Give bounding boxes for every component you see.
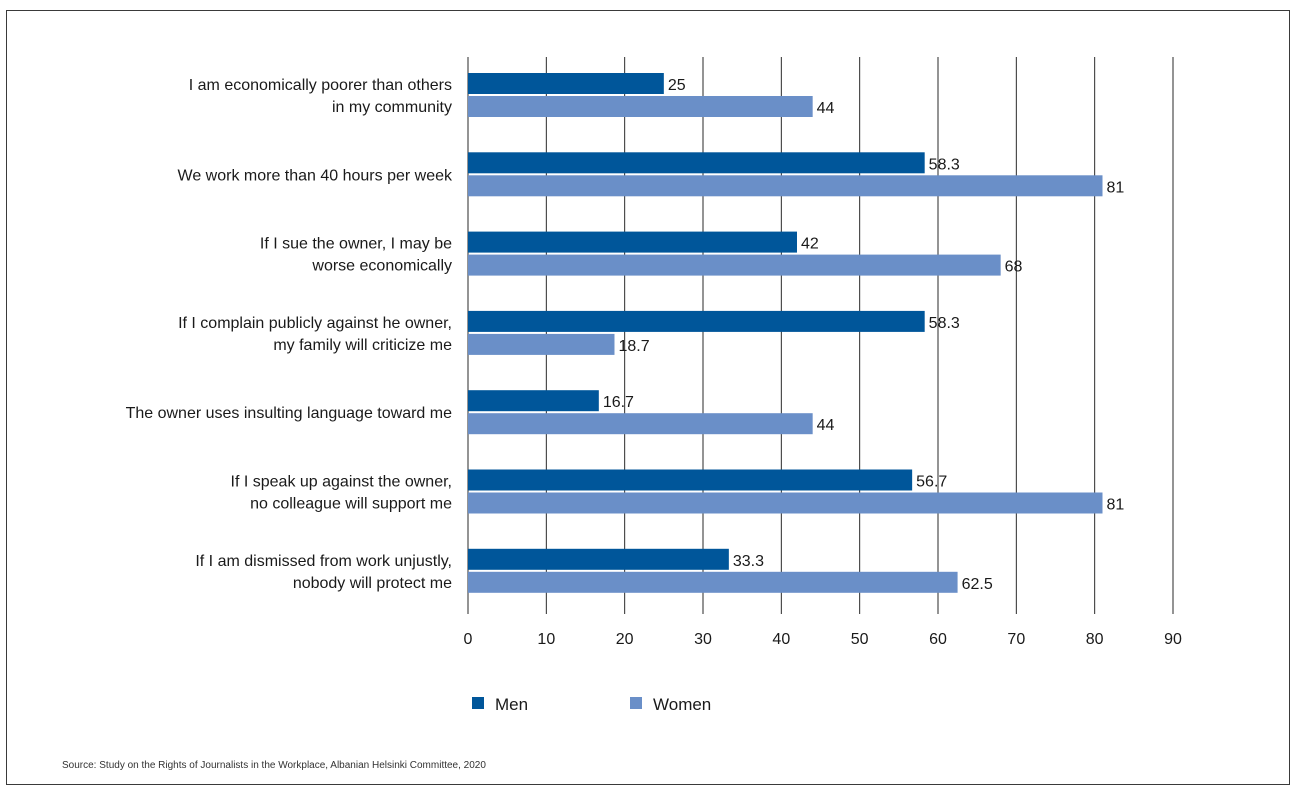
data-label-men-6: 33.3 xyxy=(733,553,764,570)
category-label-0: I am economically poorer than others in m… xyxy=(189,77,452,116)
bar-women-1 xyxy=(468,175,1103,197)
x-tick-label-80: 80 xyxy=(1086,631,1104,648)
category-label-4: The owner uses insulting language toward… xyxy=(126,405,453,422)
data-label-women-6: 62.5 xyxy=(962,576,993,593)
category-label-line: nobody will protect me xyxy=(293,575,452,592)
x-tick-label-70: 70 xyxy=(1007,631,1025,648)
bar-women-2 xyxy=(468,254,1001,276)
legend-swatch-women xyxy=(630,697,642,709)
data-label-men-5: 56.7 xyxy=(916,474,947,491)
bar-men-5 xyxy=(468,469,913,491)
x-tick-label-60: 60 xyxy=(929,631,947,648)
data-label-men-1: 58.3 xyxy=(929,156,960,173)
category-label-2: If I sue the owner, I may be worse econom… xyxy=(260,236,452,275)
data-label-men-2: 42 xyxy=(801,236,819,253)
x-tick-label-30: 30 xyxy=(694,631,712,648)
category-label-line: my family will criticize me xyxy=(273,337,452,354)
category-label-line: The owner uses insulting language toward… xyxy=(126,405,453,422)
data-label-women-5: 81 xyxy=(1107,497,1125,514)
category-label-1: We work more than 40 hours per week xyxy=(178,167,454,184)
category-label-line: If I speak up against the owner, xyxy=(231,474,452,491)
bar-men-1 xyxy=(468,152,925,174)
category-label-line: If I sue the owner, I may be xyxy=(260,236,452,253)
data-label-women-1: 81 xyxy=(1107,179,1125,196)
x-tick-label-0: 0 xyxy=(464,631,473,648)
data-label-women-0: 44 xyxy=(817,100,835,117)
category-label-line: in my community xyxy=(332,99,452,116)
x-tick-label-90: 90 xyxy=(1164,631,1182,648)
chart-frame xyxy=(6,10,1290,785)
bar-women-3 xyxy=(468,333,615,355)
bar-women-4 xyxy=(468,413,813,435)
data-label-men-0: 25 xyxy=(668,77,686,94)
data-label-women-2: 68 xyxy=(1005,259,1023,276)
x-tick-label-10: 10 xyxy=(537,631,555,648)
legend-swatch-men xyxy=(472,697,484,709)
category-label-line: no colleague will support me xyxy=(250,496,452,513)
category-label-3: If I complain publicly against he owner,… xyxy=(178,315,452,354)
bar-women-6 xyxy=(468,571,958,593)
x-tick-label-40: 40 xyxy=(772,631,790,648)
category-label-line: If I complain publicly against he owner, xyxy=(178,315,452,332)
data-label-women-3: 18.7 xyxy=(618,338,649,355)
legend-label-men: Men xyxy=(495,695,528,714)
bar-men-4 xyxy=(468,390,599,412)
bar-men-6 xyxy=(468,548,729,570)
x-tick-label-50: 50 xyxy=(851,631,869,648)
legend-label-women: Women xyxy=(653,695,711,714)
source-note: Source: Study on the Rights of Journalis… xyxy=(62,760,486,771)
category-label-5: If I speak up against the owner, no colle… xyxy=(231,474,453,513)
category-label-6: If I am dismissed from work unjustly, nob… xyxy=(195,553,452,592)
category-label-line: I am economically poorer than others xyxy=(189,77,452,94)
category-label-line: We work more than 40 hours per week xyxy=(178,167,454,184)
category-label-line: If I am dismissed from work unjustly, xyxy=(195,553,452,570)
data-label-men-3: 58.3 xyxy=(929,315,960,332)
data-label-women-4: 44 xyxy=(817,417,835,434)
data-label-men-4: 16.7 xyxy=(603,394,634,411)
bar-men-3 xyxy=(468,310,925,332)
bar-men-0 xyxy=(468,73,664,94)
bar-men-2 xyxy=(468,231,797,253)
x-tick-label-20: 20 xyxy=(616,631,634,648)
bar-women-0 xyxy=(468,96,813,117)
bar-women-5 xyxy=(468,492,1103,514)
category-label-line: worse economically xyxy=(311,258,452,275)
